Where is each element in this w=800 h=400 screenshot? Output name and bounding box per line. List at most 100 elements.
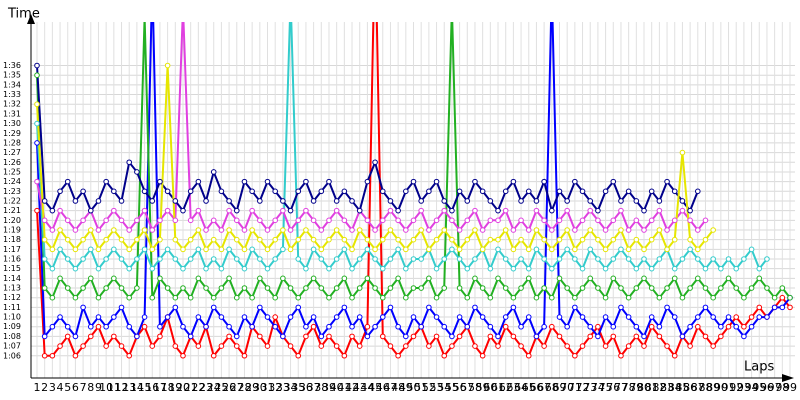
lap-marker — [595, 323, 601, 330]
lap-marker — [510, 333, 517, 340]
lap-marker — [226, 207, 232, 214]
y-tick-label: 1:20 — [3, 216, 21, 225]
lap-marker — [710, 314, 716, 320]
lap-marker — [157, 236, 163, 243]
y-tick-label: 1:07 — [3, 342, 21, 351]
lap-marker — [41, 236, 48, 243]
lap-marker — [441, 323, 448, 330]
lap-marker — [287, 246, 294, 253]
lap-marker — [41, 256, 48, 262]
lap-marker — [164, 246, 171, 253]
lap-marker — [671, 217, 678, 224]
lap-marker — [241, 178, 248, 185]
lap-marker — [456, 256, 463, 262]
lap-marker — [164, 314, 171, 320]
lap-marker — [172, 294, 179, 301]
lap-marker — [249, 246, 255, 253]
lap-marker — [441, 227, 448, 233]
lap-marker — [195, 227, 202, 233]
lap-marker — [702, 333, 709, 340]
lap-marker — [349, 227, 355, 233]
lap-marker — [80, 188, 86, 195]
lap-marker — [111, 227, 117, 233]
lap-marker — [149, 265, 156, 272]
lap-marker — [694, 246, 701, 253]
lap-marker — [95, 246, 102, 253]
lap-marker — [111, 207, 117, 214]
lap-marker — [433, 294, 440, 301]
y-tick-label: 1:11 — [3, 303, 21, 312]
lap-marker — [718, 323, 724, 330]
lap-marker — [564, 227, 570, 233]
lap-marker — [95, 314, 102, 320]
lap-marker — [118, 217, 125, 224]
lap-marker — [264, 343, 271, 349]
lap-marker — [595, 285, 601, 291]
lap-marker — [664, 343, 670, 349]
lap-marker — [49, 323, 56, 330]
lap-marker — [687, 207, 693, 214]
lap-marker — [633, 217, 640, 224]
lap-marker — [111, 188, 117, 195]
lap-marker — [618, 227, 624, 233]
lap-marker — [456, 333, 463, 340]
lap-marker — [356, 285, 363, 291]
lap-marker — [103, 285, 109, 291]
lap-marker — [525, 275, 532, 282]
lap-marker — [364, 275, 371, 282]
lap-marker — [633, 333, 640, 340]
lap-marker — [787, 294, 793, 301]
lap-marker — [679, 294, 686, 301]
lap-marker — [157, 217, 163, 224]
lap-marker — [456, 246, 463, 253]
x-tick-label: 56 — [453, 381, 467, 394]
x-tick-label: 26 — [222, 381, 236, 394]
lap-marker — [671, 236, 678, 243]
lap-marker — [764, 285, 770, 291]
lap-marker — [656, 198, 663, 204]
lap-marker — [187, 236, 194, 243]
lap-marker — [41, 198, 48, 204]
lap-marker — [779, 294, 786, 301]
lap-marker — [272, 314, 278, 320]
lap-marker — [195, 178, 202, 185]
lap-marker — [72, 227, 79, 233]
lap-marker — [518, 285, 524, 291]
y-tick-label: 1:33 — [3, 90, 21, 99]
lap-marker — [164, 207, 171, 214]
x-tick-label: 67 — [537, 381, 551, 394]
lap-marker — [187, 333, 194, 340]
lap-marker — [725, 256, 732, 262]
lap-marker — [341, 236, 348, 243]
lap-marker — [149, 343, 156, 349]
x-tick-label: 21 — [184, 381, 198, 394]
lap-marker — [180, 323, 186, 330]
lap-marker — [718, 333, 724, 340]
lap-marker — [72, 352, 79, 359]
lap-marker — [441, 352, 448, 359]
lap-marker — [625, 294, 632, 301]
x-tick-label: 8 — [87, 381, 94, 394]
lap-marker — [418, 285, 424, 291]
lap-marker — [671, 265, 678, 272]
x-tick-label: 43 — [353, 381, 367, 394]
lap-marker — [702, 304, 709, 311]
lap-marker — [257, 236, 263, 243]
lap-marker — [533, 246, 540, 253]
lap-marker — [49, 207, 56, 214]
lap-marker — [403, 333, 409, 340]
lap-marker — [187, 217, 194, 224]
lap-marker — [587, 246, 594, 253]
lap-marker — [487, 217, 494, 224]
lap-marker — [748, 314, 755, 320]
lap-marker — [203, 246, 209, 253]
lap-marker — [172, 256, 179, 262]
lap-marker — [648, 285, 655, 291]
lap-marker — [295, 188, 302, 195]
x-tick-label: 5 — [64, 381, 71, 394]
lap-marker — [756, 314, 763, 320]
lap-marker — [349, 246, 355, 253]
lap-marker — [595, 256, 601, 262]
lap-marker — [433, 314, 440, 320]
lap-marker — [602, 265, 609, 272]
